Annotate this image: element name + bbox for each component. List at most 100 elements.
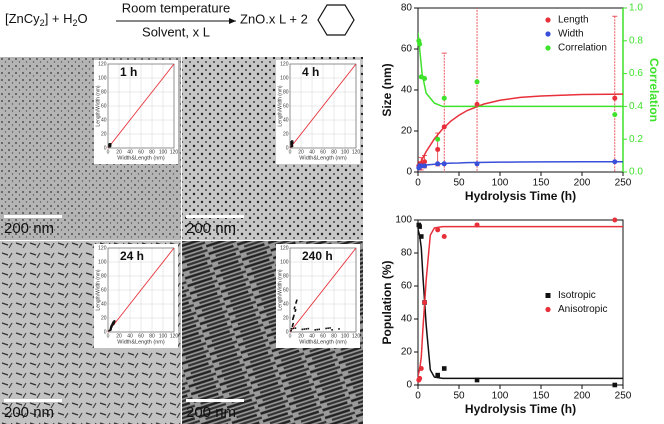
- y-tick-label: 40: [401, 314, 413, 325]
- inset-tick-label: 80: [149, 333, 155, 339]
- point: [474, 79, 480, 85]
- fit-line: [418, 229, 623, 380]
- inset-tick-label: 120: [280, 245, 289, 251]
- inset-point: [294, 327, 297, 329]
- inset-point: [109, 327, 112, 329]
- inset-tick-label: 100: [280, 75, 289, 81]
- inset-point: [110, 324, 113, 327]
- time-label: 1 h: [120, 65, 137, 79]
- fit-line: [418, 161, 623, 167]
- point: [435, 227, 441, 233]
- point: [612, 95, 618, 101]
- y2-tick-label: 0.0: [629, 167, 643, 178]
- inset-point: [325, 327, 327, 330]
- y-tick-label: 20: [401, 347, 413, 358]
- inset-tick-label: 120: [170, 333, 179, 339]
- inset-xlabel: Width&Length (nm): [299, 339, 347, 345]
- x-tick-label: 250: [615, 178, 632, 189]
- inset-point: [307, 327, 310, 330]
- plot-frame: [417, 219, 624, 386]
- inset-tick-label: 80: [331, 333, 337, 339]
- y-tick-label: 0: [406, 380, 412, 391]
- inset-ylabel: Length/Width (nm): [95, 85, 101, 126]
- point: [422, 159, 428, 165]
- point: [474, 222, 480, 228]
- inset-tick-label: 60: [283, 103, 289, 109]
- scale-bar: [4, 215, 62, 218]
- inset-tick-label: 40: [127, 149, 133, 155]
- point: [417, 224, 422, 229]
- inset-point: [301, 328, 304, 331]
- inset-point: [113, 321, 115, 323]
- diagonal: [289, 63, 357, 149]
- condition: Solvent, x L: [142, 24, 210, 39]
- point: [612, 112, 618, 118]
- scale-label: 200 nm: [186, 404, 236, 421]
- inset-frame: [107, 63, 175, 149]
- inset-point: [110, 326, 112, 328]
- x-tick-label: 200: [574, 391, 591, 402]
- legend-marker: [545, 306, 551, 313]
- inset-point: [295, 302, 297, 304]
- fit-line: [418, 93, 623, 169]
- y-tick-label: 60: [401, 44, 413, 55]
- x-tick-label: 50: [453, 178, 465, 189]
- x-tick-label: 150: [533, 391, 550, 402]
- reactant: [ZnCy2] + H2O: [5, 11, 88, 28]
- x-tick-label: 200: [574, 178, 591, 189]
- inset-tick-label: 40: [127, 333, 133, 339]
- inset-point: [108, 329, 110, 332]
- y-axis-label: Size (nm): [380, 63, 394, 116]
- point: [435, 372, 440, 378]
- point: [441, 95, 447, 101]
- y-tick-label: 80: [401, 3, 413, 14]
- inset-tick-label: 20: [101, 315, 107, 321]
- legend-label: Anisotropic: [558, 304, 607, 315]
- inset-point: [290, 329, 292, 332]
- inset-point: [293, 307, 296, 310]
- inset-tick-label: 0: [107, 149, 110, 155]
- inset-point: [314, 329, 317, 331]
- inset-tick-label: 80: [283, 273, 289, 279]
- inset-frame: [107, 247, 175, 333]
- inset-tick-label: 40: [309, 333, 315, 339]
- x-tick-label: 0: [415, 178, 421, 189]
- time-label: 240 h: [302, 249, 333, 263]
- y2-axis-label: Correlation: [647, 58, 661, 122]
- inset-point: [293, 314, 295, 317]
- inset-tick-label: 60: [101, 287, 107, 293]
- point: [612, 217, 618, 223]
- plot: [418, 8, 623, 172]
- inset-point: [294, 310, 297, 312]
- scale-label: 200 nm: [4, 220, 54, 237]
- y-tick-label: 20: [401, 126, 413, 137]
- legend-marker: [545, 45, 551, 51]
- inset-tick-label: 80: [101, 273, 107, 279]
- inset-point: [292, 315, 295, 318]
- inset-point: [294, 309, 297, 311]
- inset-point: [291, 324, 294, 326]
- inset-tick-label: 80: [101, 89, 107, 95]
- point: [441, 366, 447, 371]
- inset-tick-label: 40: [101, 117, 107, 123]
- x-tick-label: 50: [453, 391, 465, 402]
- inset-tick-label: 120: [280, 61, 289, 67]
- fit-line: [418, 32, 623, 108]
- inset-point: [327, 327, 329, 329]
- point: [418, 234, 424, 239]
- inset-tick-label: 60: [138, 149, 144, 155]
- inset-tick-label: 20: [298, 333, 304, 339]
- inset-tick-label: 20: [116, 149, 122, 155]
- point: [422, 76, 428, 82]
- scale-bar: [4, 399, 62, 402]
- point: [612, 382, 618, 388]
- inset-tick-label: 60: [101, 103, 107, 109]
- legend-label: Length: [558, 15, 589, 26]
- y-tick-label: 100: [395, 215, 412, 226]
- y2-tick-label: 1.0: [629, 3, 643, 14]
- y2-tick-label: 0.4: [629, 101, 643, 112]
- y2-tick-label: 0.8: [629, 35, 643, 46]
- inset-tick-label: 0: [104, 145, 107, 151]
- inset-tick-label: 60: [283, 287, 289, 293]
